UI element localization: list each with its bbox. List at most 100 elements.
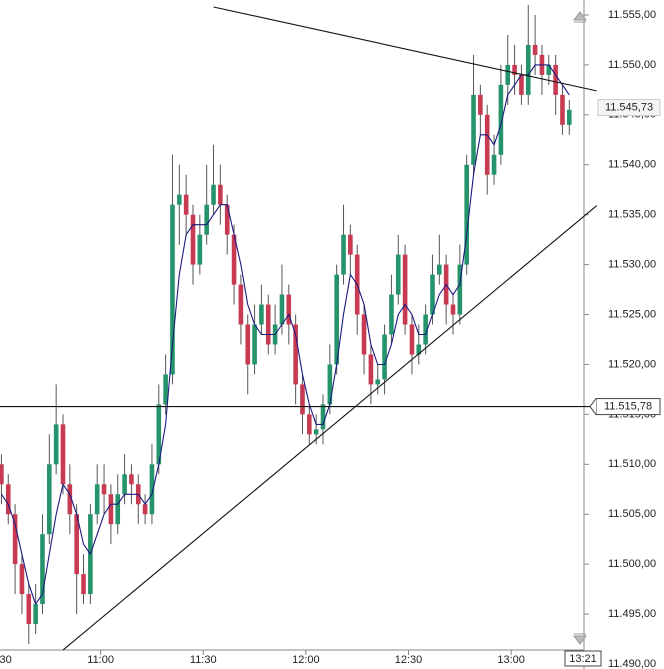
candle-body bbox=[471, 94, 476, 165]
candle-body bbox=[478, 94, 483, 115]
candle-body bbox=[204, 204, 209, 235]
candle-body bbox=[177, 194, 182, 205]
candle-body bbox=[560, 94, 565, 125]
scroll-up-icon[interactable] bbox=[573, 11, 587, 23]
last-price-label: 11.545,73 bbox=[605, 101, 653, 113]
candle-body bbox=[327, 364, 333, 405]
candle-body bbox=[94, 484, 100, 515]
candle-body bbox=[60, 424, 66, 485]
cursor-time-label: 13:21 bbox=[569, 653, 597, 665]
y-tick-label: 11.490,00 bbox=[608, 658, 656, 669]
candle-body bbox=[47, 464, 52, 535]
candle-body bbox=[211, 184, 216, 205]
hline-label: 11.515,78 bbox=[604, 400, 652, 412]
candle-body bbox=[190, 214, 196, 265]
y-tick-label: 11.525,00 bbox=[608, 308, 656, 320]
candle-body bbox=[67, 484, 73, 515]
candle-body bbox=[334, 274, 339, 365]
candle-body bbox=[389, 294, 394, 335]
y-tick-label: 11.500,00 bbox=[608, 558, 656, 570]
trendline bbox=[62, 205, 598, 651]
x-tick-label: 13:00 bbox=[497, 654, 525, 666]
candle-body bbox=[382, 334, 387, 380]
candle-body bbox=[395, 254, 401, 295]
candle-body bbox=[430, 274, 435, 315]
x-tick-label: 10:30 bbox=[0, 654, 12, 666]
candle-body bbox=[512, 64, 517, 75]
candle-body bbox=[163, 374, 168, 405]
y-tick-label: 11.520,00 bbox=[608, 358, 656, 370]
candle-body bbox=[142, 504, 148, 515]
cursor-time-box bbox=[564, 650, 602, 667]
x-tick-label: 12:30 bbox=[395, 654, 423, 666]
y-tick-label: 11.530,00 bbox=[608, 259, 656, 271]
candle-body bbox=[546, 64, 552, 75]
candle-body bbox=[0, 464, 4, 485]
candle-body bbox=[300, 384, 305, 415]
candle-body bbox=[567, 109, 572, 125]
candle-body bbox=[53, 424, 59, 465]
candle-body bbox=[26, 594, 32, 625]
candle-body bbox=[40, 534, 45, 605]
moving-average-line bbox=[0, 64, 570, 606]
candle-body bbox=[437, 264, 442, 275]
candle-body bbox=[450, 304, 456, 315]
candle-body bbox=[224, 204, 230, 235]
candle-body bbox=[307, 414, 312, 435]
candle-body bbox=[484, 114, 490, 175]
candle-body bbox=[286, 294, 292, 325]
candle-body bbox=[12, 514, 18, 565]
candle-body bbox=[33, 604, 38, 625]
candle-body bbox=[402, 254, 408, 325]
candle-body bbox=[252, 324, 257, 365]
y-tick-label: 11.540,00 bbox=[608, 159, 656, 171]
candle-body bbox=[259, 304, 264, 325]
last-price-box bbox=[597, 99, 661, 117]
scroll-down-icon[interactable] bbox=[573, 633, 587, 645]
x-tick-label: 11:30 bbox=[190, 654, 217, 666]
y-tick-label: 11.555,00 bbox=[608, 9, 656, 21]
candle-body bbox=[320, 404, 326, 430]
candle-body bbox=[341, 234, 346, 275]
candle-body bbox=[74, 514, 79, 575]
candle-body bbox=[149, 464, 155, 515]
candle-body bbox=[505, 64, 511, 85]
candle-body bbox=[108, 494, 114, 525]
candle-body bbox=[361, 314, 367, 355]
candle-body bbox=[5, 484, 11, 515]
candle-body bbox=[293, 324, 298, 385]
candle-body bbox=[457, 264, 463, 315]
candle-body bbox=[348, 234, 353, 255]
candle-body bbox=[265, 304, 271, 345]
x-tick-label: 11:00 bbox=[87, 654, 114, 666]
y-tick-label: 11.505,00 bbox=[608, 508, 656, 520]
x-tick-label: 12:00 bbox=[292, 654, 320, 666]
candle-body bbox=[279, 294, 285, 325]
candle-body bbox=[416, 344, 422, 355]
candle-body bbox=[170, 204, 175, 375]
y-tick-label: 11.535,00 bbox=[608, 209, 656, 221]
candle-body bbox=[115, 494, 121, 525]
candle-body bbox=[409, 324, 415, 355]
candle-body bbox=[498, 84, 504, 155]
candle-body bbox=[19, 564, 25, 595]
candle-body bbox=[156, 404, 162, 465]
candle-body bbox=[553, 64, 558, 95]
candle-body bbox=[218, 184, 223, 205]
candle-body bbox=[81, 574, 86, 595]
candle-body bbox=[423, 314, 428, 345]
candle-body bbox=[101, 484, 107, 495]
candle-body bbox=[122, 474, 127, 495]
candle-body bbox=[375, 379, 381, 385]
y-tick-label: 11.550,00 bbox=[608, 59, 656, 71]
candle-body bbox=[313, 429, 319, 435]
candle-body bbox=[532, 44, 538, 55]
trendline bbox=[213, 6, 597, 92]
candle-body bbox=[519, 74, 524, 95]
candle-body bbox=[464, 164, 469, 265]
candle-body bbox=[525, 44, 531, 95]
candle-body bbox=[183, 194, 189, 215]
candle-body bbox=[491, 154, 497, 175]
y-tick-label: 11.495,00 bbox=[608, 608, 656, 620]
